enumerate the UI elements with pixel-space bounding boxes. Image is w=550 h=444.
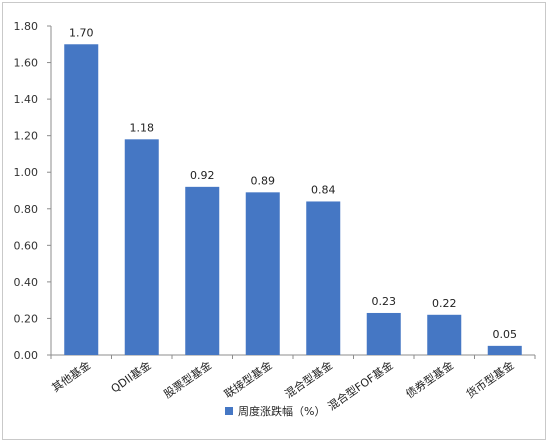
category-label: 股票型基金 xyxy=(161,358,214,401)
y-tick-label: 1.00 xyxy=(14,166,39,179)
legend: 周度涨跌幅（%） xyxy=(225,404,325,418)
bar xyxy=(245,192,280,355)
bar xyxy=(366,312,401,355)
category-label: 货币型基金 xyxy=(463,358,516,401)
y-tick-label: 0.60 xyxy=(14,239,39,252)
category-label: QDII基金 xyxy=(108,358,153,396)
y-tick-label: 0.80 xyxy=(14,203,39,216)
bar xyxy=(306,201,341,355)
category-label: 联接型基金 xyxy=(221,358,274,401)
category-label: 混合型基金 xyxy=(282,358,335,401)
category-label: 混合型FOF基金 xyxy=(325,358,396,413)
data-label: 1.70 xyxy=(69,26,94,39)
category-label: 其他基金 xyxy=(49,358,93,395)
category-label: 债券型基金 xyxy=(403,358,456,401)
legend-swatch xyxy=(225,407,233,415)
y-tick-label: 0.40 xyxy=(14,276,39,289)
bar xyxy=(487,345,522,355)
bar xyxy=(64,44,99,356)
data-label: 0.22 xyxy=(432,297,457,310)
bars xyxy=(64,44,522,356)
y-tick-label: 0.00 xyxy=(14,349,39,362)
bar xyxy=(185,186,220,355)
y-tick-label: 0.20 xyxy=(14,312,39,325)
legend-label: 周度涨跌幅（%） xyxy=(238,404,325,418)
y-tick-label: 1.20 xyxy=(14,130,39,143)
bar xyxy=(427,314,462,355)
data-label: 1.18 xyxy=(130,121,155,134)
data-label: 0.23 xyxy=(372,295,397,308)
data-label: 0.92 xyxy=(190,169,215,182)
y-tick-label: 1.60 xyxy=(14,57,39,70)
data-labels: 1.70 1.18 0.92 0.89 0.84 0.23 0.22 0.05 xyxy=(69,26,517,341)
data-label: 0.89 xyxy=(251,174,276,187)
y-tick-label: 1.40 xyxy=(14,93,39,106)
y-tick-label: 1.80 xyxy=(14,20,39,33)
bar xyxy=(124,139,159,355)
data-label: 0.05 xyxy=(493,328,518,341)
y-axis-ticks: 0.00 0.20 0.40 0.60 0.80 1.00 1.20 1.40 1.60 1.80 xyxy=(14,20,536,362)
data-label: 0.84 xyxy=(311,183,336,196)
